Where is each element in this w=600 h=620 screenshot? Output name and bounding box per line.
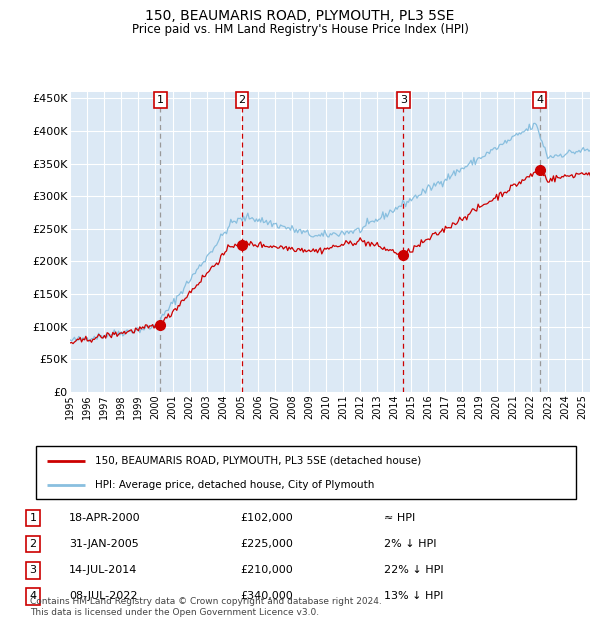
Text: £340,000: £340,000 [240, 591, 293, 601]
Text: 150, BEAUMARIS ROAD, PLYMOUTH, PL3 5SE: 150, BEAUMARIS ROAD, PLYMOUTH, PL3 5SE [145, 9, 455, 24]
Text: 22% ↓ HPI: 22% ↓ HPI [384, 565, 443, 575]
Text: £225,000: £225,000 [240, 539, 293, 549]
Text: 14-JUL-2014: 14-JUL-2014 [69, 565, 137, 575]
Text: HPI: Average price, detached house, City of Plymouth: HPI: Average price, detached house, City… [95, 480, 375, 490]
Text: 1: 1 [29, 513, 37, 523]
Text: Price paid vs. HM Land Registry's House Price Index (HPI): Price paid vs. HM Land Registry's House … [131, 23, 469, 36]
Text: ≈ HPI: ≈ HPI [384, 513, 415, 523]
Text: 13% ↓ HPI: 13% ↓ HPI [384, 591, 443, 601]
Text: 31-JAN-2005: 31-JAN-2005 [69, 539, 139, 549]
Text: 18-APR-2000: 18-APR-2000 [69, 513, 140, 523]
Text: 3: 3 [400, 95, 407, 105]
Text: Contains HM Land Registry data © Crown copyright and database right 2024.
This d: Contains HM Land Registry data © Crown c… [30, 598, 382, 617]
Text: 4: 4 [536, 95, 543, 105]
Text: 3: 3 [29, 565, 37, 575]
Text: 2: 2 [29, 539, 37, 549]
Text: 08-JUL-2022: 08-JUL-2022 [69, 591, 137, 601]
Text: £102,000: £102,000 [240, 513, 293, 523]
Text: 4: 4 [29, 591, 37, 601]
Text: 2% ↓ HPI: 2% ↓ HPI [384, 539, 437, 549]
Text: 150, BEAUMARIS ROAD, PLYMOUTH, PL3 5SE (detached house): 150, BEAUMARIS ROAD, PLYMOUTH, PL3 5SE (… [95, 456, 422, 466]
Text: 1: 1 [157, 95, 164, 105]
Text: £210,000: £210,000 [240, 565, 293, 575]
Text: 2: 2 [239, 95, 245, 105]
